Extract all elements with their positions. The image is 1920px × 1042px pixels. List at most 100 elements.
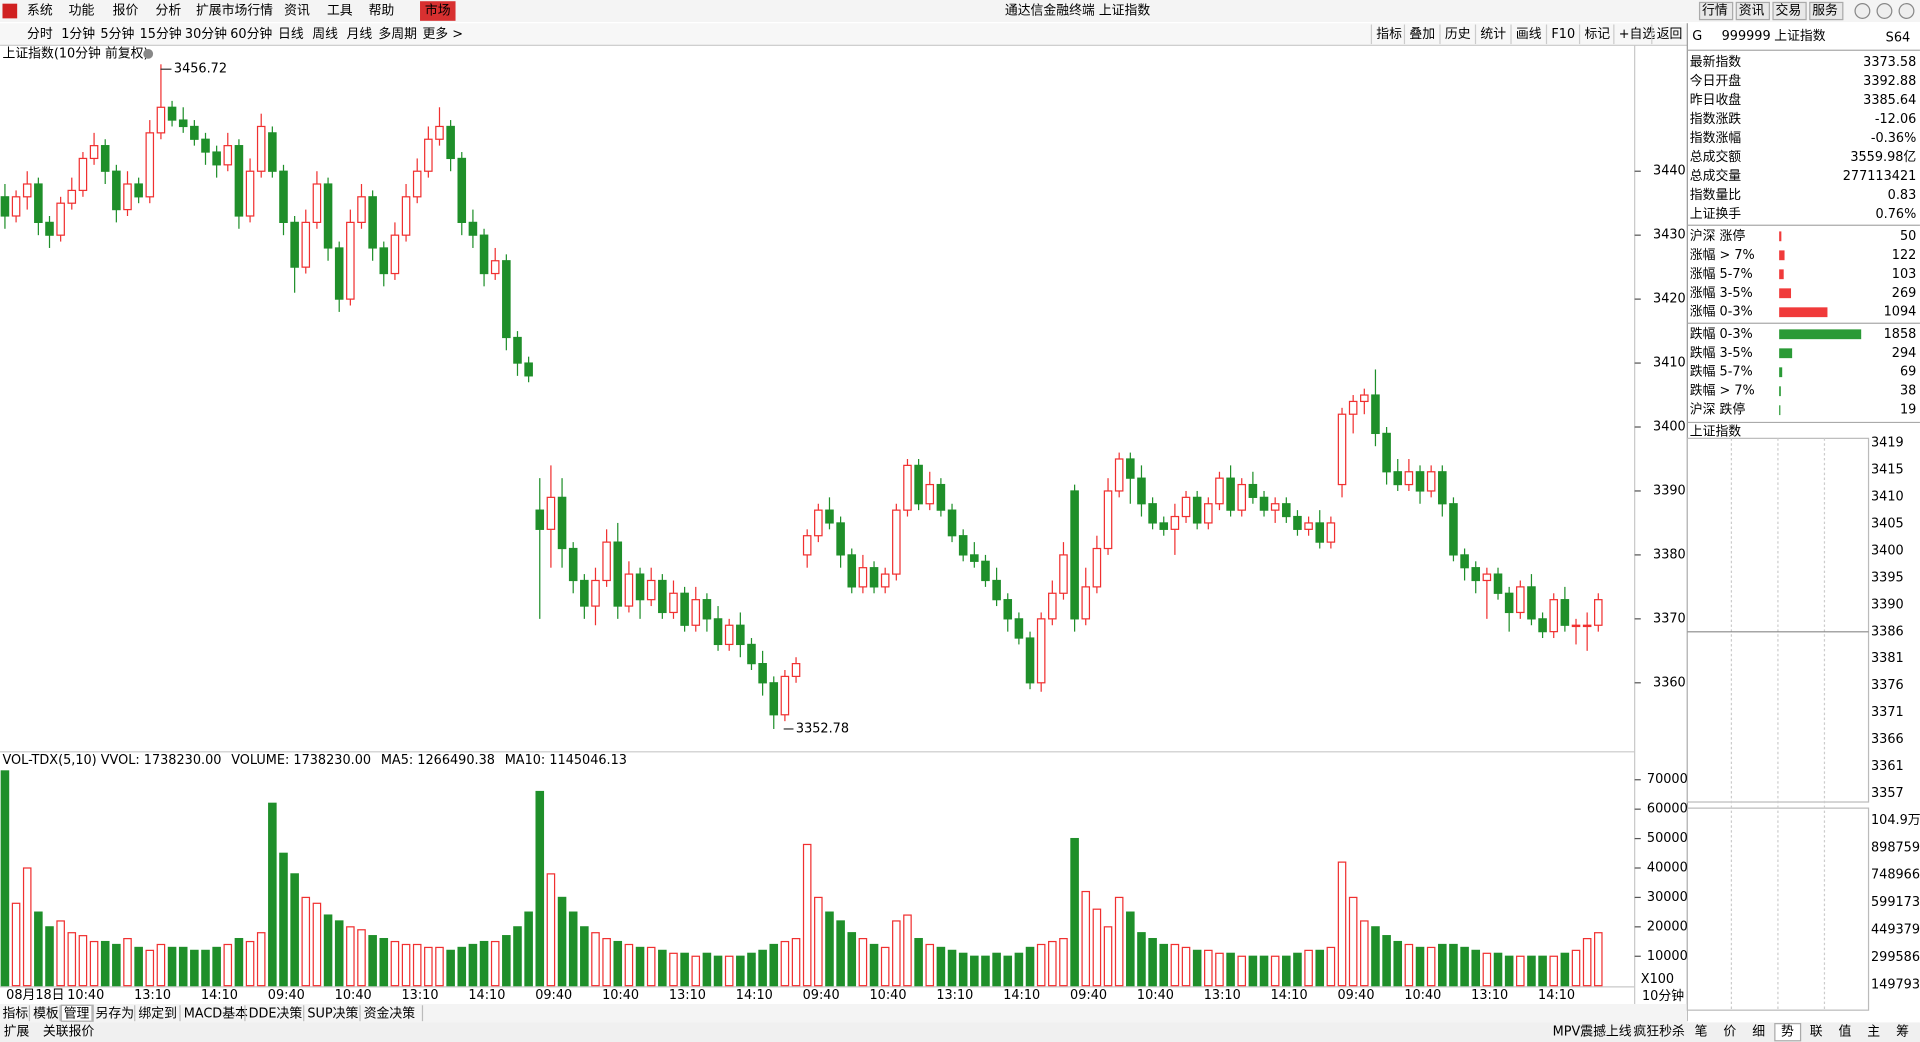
tool-button[interactable]: 统计: [1480, 27, 1506, 42]
menu-item[interactable]: 工具: [327, 4, 353, 19]
mini-price-tick: 3405: [1871, 517, 1904, 532]
x-tick-label: 09:40: [268, 988, 305, 1003]
bottom-tab[interactable]: 资金决策: [364, 1005, 416, 1021]
period-item[interactable]: 月线: [347, 27, 373, 42]
candle-body: [747, 643, 756, 665]
candle-body: [0, 196, 10, 217]
status-icon[interactable]: 主: [1867, 1025, 1880, 1040]
stat-value: 0.83: [1888, 188, 1917, 203]
period-item[interactable]: 15分钟: [140, 26, 182, 42]
menu-item[interactable]: 报价: [113, 4, 139, 19]
period-item[interactable]: 周线: [312, 27, 338, 42]
tool-button[interactable]: 叠加: [1409, 27, 1435, 42]
volume-bar: [145, 949, 155, 987]
status-icon[interactable]: 细: [1752, 1025, 1765, 1040]
period-item[interactable]: 分时: [27, 27, 53, 42]
bottom-tab[interactable]: DDE决策: [249, 1005, 303, 1021]
bottom-tab[interactable]: 另存为: [96, 1006, 135, 1021]
volume-bar: [268, 802, 277, 987]
candle-body: [1471, 567, 1481, 582]
volume-bar: [747, 952, 756, 987]
top-button[interactable]: [1735, 1, 1770, 21]
tool-button[interactable]: 指标: [1376, 27, 1402, 42]
mini-price-tick: 3366: [1871, 732, 1904, 747]
window-control[interactable]: [1854, 3, 1871, 19]
menu-item[interactable]: 扩展市场行情: [196, 3, 273, 19]
y-tick-label: 70000: [1647, 772, 1688, 787]
menu-item[interactable]: 功能: [69, 4, 95, 19]
market-tab[interactable]: 市场: [425, 3, 451, 19]
period-item[interactable]: 30分钟: [185, 26, 227, 42]
period-item[interactable]: 多周期: [378, 27, 417, 42]
top-button[interactable]: [1809, 1, 1844, 21]
tool-button[interactable]: +自选: [1619, 27, 1656, 42]
status-icon[interactable]: 值: [1839, 1024, 1852, 1040]
menu-item[interactable]: 系统: [27, 4, 53, 19]
period-item[interactable]: 60分钟: [230, 26, 272, 42]
menu-item[interactable]: 资讯: [284, 4, 310, 19]
period-more[interactable]: 更多 >: [422, 27, 463, 42]
x-tick-label: 08月18日: [6, 988, 64, 1003]
tool-button[interactable]: 返回: [1657, 27, 1683, 42]
status-right[interactable]: 疯狂秒杀: [1633, 1024, 1685, 1040]
candle-body: [1449, 503, 1458, 556]
bottom-tab[interactable]: MACD基本: [184, 1006, 248, 1021]
status-icon[interactable]: 筹: [1896, 1024, 1909, 1040]
volume-bar: [591, 932, 600, 987]
bottom-tab[interactable]: 模板: [33, 1006, 59, 1021]
top-button[interactable]: [1772, 1, 1807, 21]
volume-bar: [134, 946, 143, 987]
period-item[interactable]: 1分钟: [61, 26, 95, 42]
volume-bar: [1181, 946, 1191, 987]
status-icon[interactable]: 势: [1781, 1024, 1794, 1040]
mini-volume-tick: 299586: [1871, 950, 1920, 965]
top-button[interactable]: [1698, 1, 1734, 21]
window-control[interactable]: [1876, 3, 1893, 19]
tool-button[interactable]: 历史: [1445, 27, 1471, 42]
bottom-tab[interactable]: 管理: [64, 1006, 90, 1021]
y-tick-label: 3390: [1653, 483, 1686, 498]
status-left[interactable]: 扩展: [4, 1025, 30, 1040]
status-icon[interactable]: 价: [1723, 1025, 1736, 1040]
volume-bar: [836, 920, 845, 987]
status-icon[interactable]: 联: [1810, 1025, 1823, 1040]
status-right[interactable]: MPV震撼上线: [1553, 1025, 1632, 1040]
period-item[interactable]: 5分钟: [100, 26, 134, 42]
volume-bar: [245, 940, 255, 987]
bottom-tab[interactable]: 绑定到: [138, 1006, 177, 1021]
bottom-tab[interactable]: SUP决策: [307, 1005, 358, 1021]
volume-bar: [1493, 952, 1503, 987]
tool-button[interactable]: 标记: [1584, 27, 1610, 42]
candle-body: [34, 183, 43, 223]
volume-bar: [1449, 943, 1458, 987]
status-icon[interactable]: 笔: [1695, 1024, 1708, 1040]
menu-item[interactable]: 帮助: [369, 4, 395, 19]
status-bar: [0, 1022, 1920, 1042]
chart-menu-icon[interactable]: [143, 48, 154, 59]
top-button-label[interactable]: 服务: [1812, 3, 1838, 19]
bottom-tab[interactable]: 指标: [2, 1006, 28, 1021]
volume-bar: [925, 943, 935, 987]
menu-item[interactable]: 分析: [156, 4, 182, 19]
candle-body: [412, 170, 422, 198]
window-control[interactable]: [1898, 3, 1915, 19]
period-item[interactable]: 日线: [278, 27, 304, 42]
volume-bar: [847, 932, 857, 987]
candle-body: [880, 573, 890, 588]
top-button-label[interactable]: 交易: [1775, 3, 1801, 19]
top-button-label[interactable]: 资讯: [1739, 4, 1765, 19]
status-left[interactable]: 关联报价: [43, 1025, 95, 1040]
candle-body: [802, 535, 812, 556]
top-button-label[interactable]: 行情: [1702, 4, 1728, 19]
volume-bar: [1504, 955, 1514, 987]
volume-bar: [802, 843, 812, 987]
period-label[interactable]: 10分钟: [1642, 988, 1684, 1004]
stat-value: -0.36%: [1871, 131, 1916, 146]
volume-bar: [312, 902, 322, 987]
candle-body: [1415, 471, 1425, 492]
tool-button[interactable]: 画线: [1516, 27, 1542, 42]
candle-body: [613, 541, 623, 607]
tool-button[interactable]: F10: [1551, 27, 1575, 42]
candle-body: [56, 202, 65, 236]
candle-body: [1293, 515, 1302, 530]
